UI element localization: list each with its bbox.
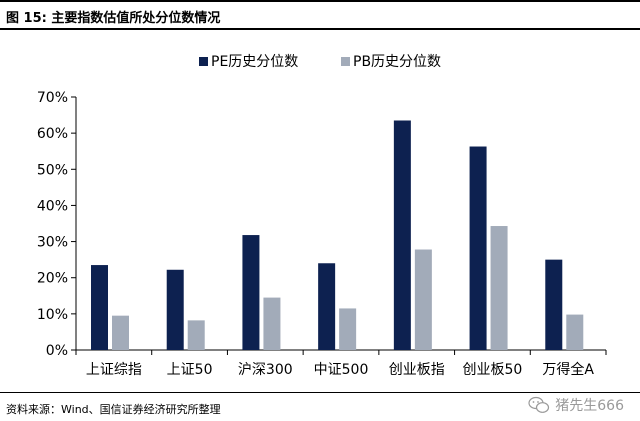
figure-title: 图 15: 主要指数估值所处分位数情况 (6, 11, 221, 26)
bar-pe (91, 265, 108, 350)
bar-pe (166, 269, 184, 350)
bar-pb (263, 297, 281, 350)
figure-footer: 资料来源：Wind、国信证券经济研究所整理 猪先生666 (0, 392, 640, 421)
bar-pb (490, 226, 508, 350)
source-note: 资料来源：Wind、国信证券经济研究所整理 (6, 403, 221, 416)
y-tick-label: 70% (37, 90, 68, 106)
bar-pe (242, 235, 260, 350)
bar-pe (545, 259, 563, 350)
chart-legend: PE历史分位数 PB历史分位数 (199, 54, 441, 70)
figure-header: 图 15: 主要指数估值所处分位数情况 (0, 0, 640, 30)
x-tick-label: 上证50 (167, 362, 213, 378)
bar-pb (414, 249, 432, 350)
x-tick-label: 中证500 (314, 362, 369, 378)
y-tick-label: 20% (37, 271, 68, 287)
legend-label-2: PB历史分位数 (353, 54, 441, 70)
y-tick-label: 40% (37, 198, 68, 214)
bar-pb (339, 308, 357, 350)
y-tick-label: 0% (46, 343, 68, 359)
watermark: 猪先生666 (528, 395, 624, 415)
watermark-text: 猪先生666 (555, 398, 624, 414)
legend-label-1: PE历史分位数 (211, 54, 298, 70)
bar-pe (318, 263, 336, 350)
y-tick-label: 30% (37, 235, 68, 251)
x-tick-label: 创业板指 (389, 362, 445, 378)
x-tick-label: 万得全A (542, 361, 594, 378)
bar-pb (566, 314, 584, 350)
y-tick-label: 10% (37, 307, 68, 323)
legend-swatch-2 (341, 57, 350, 66)
x-tick-label: 上证综指 (86, 362, 142, 378)
wechat-icon (528, 396, 550, 413)
x-tick-label: 沪深300 (238, 362, 293, 378)
legend-swatch-1 (199, 57, 208, 66)
y-tick-label: 50% (37, 162, 68, 178)
bar-chart: PE历史分位数 PB历史分位数 0% 10% 20% 30% 40% 50% 60% 70% 上… (37, 54, 607, 378)
bar-pe (469, 146, 487, 350)
bar-pe (393, 120, 411, 350)
y-axis: 0% 10% 20% 30% 40% 50% 60% 70% (37, 90, 77, 359)
bars (91, 120, 584, 350)
y-tick-label: 60% (37, 126, 68, 142)
bar-pb (187, 320, 205, 350)
x-axis: 上证综指 上证50 沪深300 中证500 创业板指 创业板50 万得全A (75, 349, 607, 378)
x-tick-label: 创业板50 (463, 362, 523, 378)
bar-pb (112, 315, 129, 350)
